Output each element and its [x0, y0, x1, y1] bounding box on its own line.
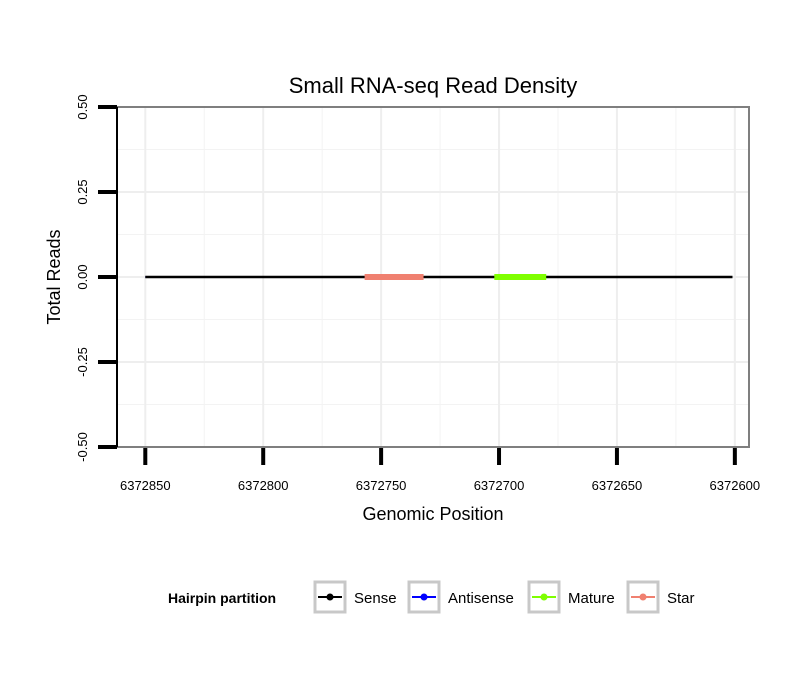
legend-item-star: Star — [626, 580, 695, 614]
x-tick-label: 6372850 — [120, 478, 171, 493]
legend-title: Hairpin partition — [168, 590, 276, 606]
legend-label: Antisense — [448, 590, 514, 607]
y-tick-label: 0.00 — [75, 264, 90, 289]
y-axis: 0.50 0.25 0.00 -0.25 -0.50 — [75, 94, 118, 462]
x-tick-label: 6372800 — [238, 478, 289, 493]
legend-key-point — [639, 593, 647, 601]
plot-panel — [116, 106, 750, 448]
legend-key-point — [540, 593, 548, 601]
legend-label: Star — [667, 590, 695, 607]
legend: Hairpin partition Sense Antisense Mature St… — [168, 580, 695, 614]
legend-label: Sense — [354, 590, 397, 607]
y-tick-label: 0.25 — [75, 179, 90, 204]
y-tick-label: -0.25 — [75, 347, 90, 377]
x-tick-label: 6372700 — [474, 478, 525, 493]
x-axis: 6372850 6372800 6372750 6372700 6372650 63726… — [120, 448, 760, 493]
legend-item-antisense: Antisense — [407, 580, 514, 614]
chart-title: Small RNA-seq Read Density — [289, 73, 578, 98]
legend-label: Mature — [568, 590, 615, 607]
legend-key-point — [326, 593, 334, 601]
legend-item-mature: Mature — [527, 580, 615, 614]
x-tick-label: 6372600 — [710, 478, 761, 493]
y-tick-label: -0.50 — [75, 432, 90, 462]
x-tick-label: 6372750 — [356, 478, 407, 493]
x-axis-title: Genomic Position — [362, 504, 503, 524]
legend-key-point — [420, 593, 428, 601]
x-tick-label: 6372650 — [592, 478, 643, 493]
y-tick-label: 0.50 — [75, 94, 90, 119]
legend-items: Sense Antisense Mature Star — [313, 580, 695, 614]
y-axis-title: Total Reads — [44, 229, 64, 324]
legend-item-sense: Sense — [313, 580, 397, 614]
